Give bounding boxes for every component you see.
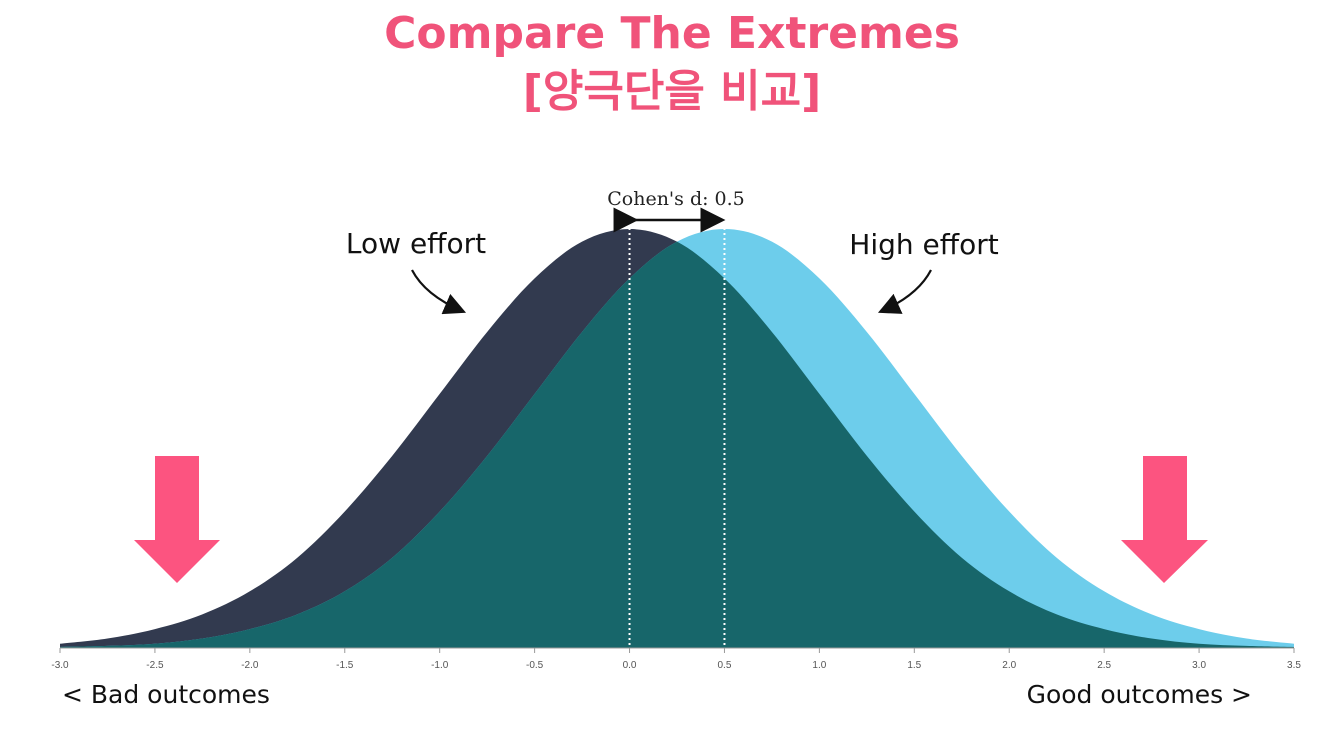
high-effort-label: High effort	[849, 228, 998, 261]
overlap-area	[60, 229, 1294, 649]
effect-size-label: Cohen's d: 0.5	[607, 188, 745, 210]
x-tick-label: -1.5	[336, 660, 354, 671]
x-tick-label: 3.0	[1192, 660, 1206, 671]
annotation-arrow	[411, 269, 467, 315]
x-tick-label: 1.0	[812, 660, 826, 671]
extreme-arrow	[134, 456, 220, 583]
x-tick-label: -3.0	[51, 660, 69, 671]
x-tick-label: 3.5	[1287, 660, 1301, 671]
x-tick-label: 0.5	[718, 660, 732, 671]
x-right-label: Good outcomes >	[1027, 680, 1252, 709]
x-tick-label: -0.5	[526, 660, 544, 671]
x-tick-label: -2.0	[241, 660, 259, 671]
x-tick-label: 2.0	[1002, 660, 1016, 671]
chart-title: Compare The Extremes	[384, 8, 960, 59]
x-left-label: < Bad outcomes	[62, 680, 270, 709]
x-tick-label: 0.0	[623, 660, 637, 671]
x-tick-label: -2.5	[146, 660, 164, 671]
extreme-arrow	[1121, 456, 1208, 583]
x-tick-label: 2.5	[1097, 660, 1111, 671]
annotation-arrow	[877, 269, 932, 314]
low-effort-label: Low effort	[346, 227, 486, 260]
x-tick-label: -1.0	[431, 660, 449, 671]
x-tick-label: 1.5	[907, 660, 921, 671]
chart-subtitle: [양극단을 비교]	[523, 66, 821, 117]
